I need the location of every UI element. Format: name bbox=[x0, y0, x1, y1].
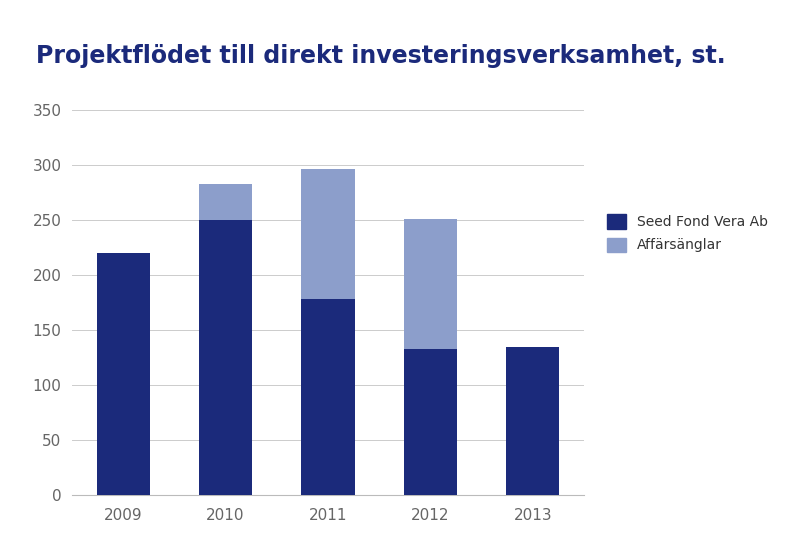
Bar bbox=[404, 219, 457, 349]
Bar bbox=[506, 346, 559, 495]
Bar bbox=[199, 220, 252, 495]
Legend: Seed Fond Vera Ab, Affärsänglar: Seed Fond Vera Ab, Affärsänglar bbox=[601, 209, 774, 258]
Text: Projektflödet till direkt investeringsverksamhet, st.: Projektflödet till direkt investeringsve… bbox=[36, 44, 726, 68]
Bar bbox=[404, 349, 457, 495]
Bar bbox=[302, 169, 354, 299]
Bar bbox=[97, 253, 150, 495]
Bar bbox=[302, 299, 354, 495]
Bar bbox=[199, 184, 252, 220]
